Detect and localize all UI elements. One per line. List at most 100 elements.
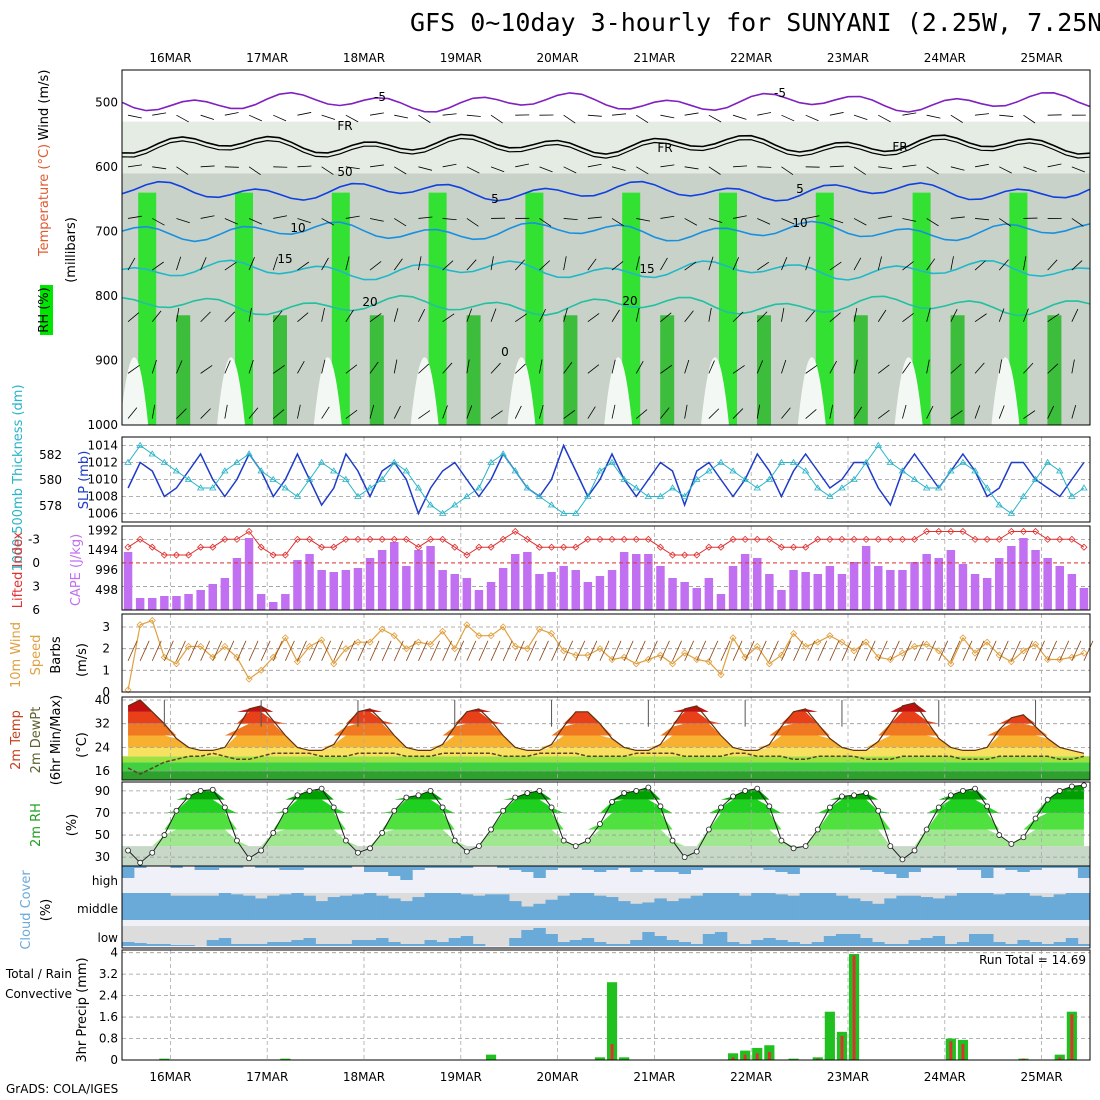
wind10m-barb [684, 640, 695, 661]
thickness-point [983, 484, 991, 491]
thickness-point [668, 484, 677, 491]
wind10m-barb [176, 640, 186, 661]
cloud-bar [279, 942, 292, 946]
wind-barb [563, 308, 568, 322]
cloud-bar [400, 901, 413, 920]
wind10m-point [305, 642, 314, 651]
cloud-bar [835, 895, 849, 920]
rh-point [597, 821, 603, 827]
precip-total-bar [788, 1058, 799, 1060]
cape-bar [583, 582, 593, 610]
cape-bar [668, 578, 677, 610]
wind10m-barb [466, 640, 477, 661]
cloud-bar [823, 893, 837, 920]
lifted-index-point [1080, 543, 1088, 551]
wind-barb [224, 218, 238, 225]
slp-tick: 1008 [87, 490, 118, 504]
wind-barb [151, 310, 162, 322]
cloud-bar [775, 866, 788, 872]
thickness-point [1068, 492, 1076, 499]
cloud-bar [920, 866, 933, 868]
thickness-point [874, 441, 882, 448]
cape-bar [208, 584, 217, 610]
cloud-bar [1077, 893, 1091, 920]
rh-point [125, 847, 131, 854]
cape-bar [256, 594, 266, 610]
rh-point [633, 787, 640, 794]
wind-barb [1047, 163, 1062, 168]
wind10m-barb [333, 640, 344, 661]
thickness-point [765, 475, 774, 482]
precip-convective-bar [1021, 1058, 1025, 1060]
thickness-point [257, 467, 265, 474]
thickness-point [221, 467, 229, 474]
lifted-index-point [1068, 535, 1076, 543]
date-tick-top: 21MAR [633, 51, 675, 65]
wind-barb [321, 218, 335, 226]
slp-axis-label: SLP (mb) [77, 451, 92, 510]
lifted-index-point [789, 543, 798, 551]
wind-barb [539, 218, 552, 227]
wind-barb [176, 360, 183, 374]
wind-barb [418, 410, 431, 419]
lifted-index-point [439, 535, 447, 543]
slp-tick: 1010 [87, 473, 118, 487]
wind10m-point [172, 660, 181, 668]
thickness-point [1056, 467, 1064, 474]
rh-point [621, 790, 628, 796]
rh-point [875, 807, 882, 814]
thickness-point [305, 475, 314, 482]
lifted-index-point [705, 543, 713, 551]
rh-fill-band [128, 829, 1084, 847]
wind10m-point [269, 653, 277, 661]
thickness-point [584, 492, 592, 499]
lifted-index-point [511, 527, 519, 536]
cloud-bar [206, 895, 220, 920]
thickness-point [947, 467, 955, 474]
wind-barb [393, 405, 401, 419]
wind10m-barb [647, 640, 658, 661]
lifted-index-point [838, 535, 846, 543]
cape-bar [692, 588, 701, 610]
lifted-index-point [1031, 527, 1040, 536]
thickness-point [269, 475, 277, 482]
wind-barb [563, 256, 567, 271]
pressure-tick: 800 [95, 289, 118, 303]
wind-barb [902, 361, 911, 374]
thickness-point [281, 484, 290, 491]
cloud-bar [497, 866, 510, 868]
cloud-bar [932, 936, 946, 946]
wind10m-point [354, 638, 362, 646]
cape-bar [462, 578, 472, 610]
cape-bar [498, 568, 508, 610]
cloud-bar [884, 944, 897, 946]
thickness-point [705, 467, 713, 474]
cloud-bar [1053, 866, 1067, 868]
rh-point [1068, 783, 1075, 790]
wind-barb [732, 257, 740, 271]
rh-dry-dome [217, 357, 245, 425]
pressure-tick: 1000 [87, 418, 118, 432]
wind10m-point [560, 647, 568, 655]
wind10m-barb [321, 640, 332, 661]
wind10m-barb [297, 640, 307, 661]
rh-point [669, 837, 676, 844]
precip-total-bar [812, 1057, 823, 1060]
cloud-bar [182, 895, 195, 920]
lifted-index-point [499, 535, 507, 543]
thickness-axis-label: 1000-500mb Thickness (dm) [11, 384, 26, 571]
wind-barb [611, 166, 626, 171]
lifted-index-point [487, 543, 495, 551]
cloud-bar [509, 938, 522, 946]
cape-frame [121, 525, 1091, 611]
lifted-index-point [741, 535, 749, 543]
cloud-bar [400, 944, 413, 946]
rh-point [258, 847, 265, 854]
slp-tick: 1014 [87, 439, 118, 453]
wind-barb [1071, 218, 1084, 227]
precip-frame [121, 949, 1091, 1061]
rh-moist-column [757, 315, 771, 425]
precip-tick: 0.8 [99, 1032, 118, 1046]
wind-barb [369, 218, 384, 222]
lifted-index-point [584, 535, 592, 543]
